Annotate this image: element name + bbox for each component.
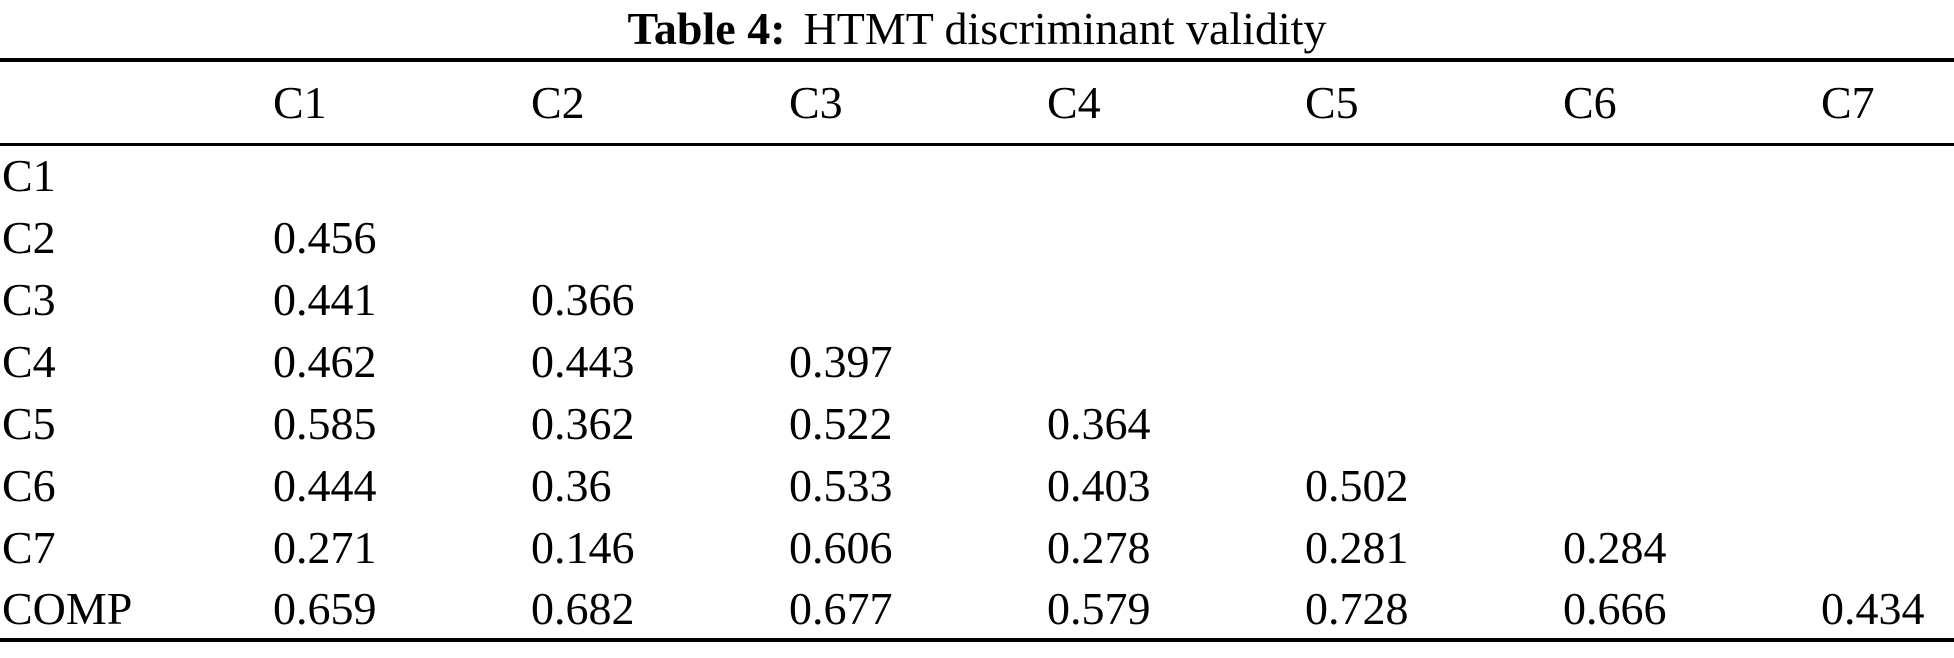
- table-cell: [531, 206, 789, 268]
- table-cell: 0.659: [273, 582, 377, 634]
- column-header-c6: C6: [1563, 60, 1821, 146]
- table-row-c5: C5 0.585 0.362 0.522 0.364: [0, 392, 1954, 454]
- table-cell: 0.366: [531, 273, 635, 325]
- table-body: C1 C2 0.456 C3 0.441 0.366 C4 0.462 0.443 0.397 C5…: [0, 144, 1954, 640]
- table-cell: 0.397: [789, 335, 893, 387]
- column-header-c2: C2: [531, 60, 789, 146]
- table-cell: 0.443: [531, 335, 635, 387]
- table-cell: [1821, 454, 1954, 516]
- table-cell: [1563, 144, 1821, 206]
- table-cell: 0.36: [531, 459, 612, 511]
- row-label: C7: [2, 521, 56, 573]
- table-row-c7: C7 0.271 0.146 0.606 0.278 0.281 0.284: [0, 516, 1954, 578]
- table-row-c6: C6 0.444 0.36 0.533 0.403 0.502: [0, 454, 1954, 516]
- table-cell: [1563, 392, 1821, 454]
- table-cell: 0.666: [1563, 582, 1667, 634]
- table-cell: [1563, 268, 1821, 330]
- table-cell: [1563, 330, 1821, 392]
- table-cell: [273, 144, 531, 206]
- table-cell: 0.403: [1047, 459, 1151, 511]
- table-cell: [789, 206, 1047, 268]
- table-cell: 0.606: [789, 521, 893, 573]
- column-header-c1: C1: [273, 60, 531, 146]
- row-label: C6: [2, 459, 56, 511]
- table-cell: 0.522: [789, 397, 893, 449]
- table-cell: 0.434: [1821, 582, 1925, 634]
- table-cell: [1047, 268, 1305, 330]
- table-cell: 0.146: [531, 521, 635, 573]
- htmt-table: C1 C2 C3 C4 C5 C6 C7 C1 C2 0.456 C3 0.441 0.366 C4 0.…: [0, 58, 1954, 642]
- caption-label: Table 4:: [627, 3, 786, 54]
- table-cell: 0.444: [273, 459, 377, 511]
- table-header-row: C1 C2 C3 C4 C5 C6 C7: [0, 60, 1954, 146]
- corner-cell: [0, 60, 273, 146]
- table-cell: [1305, 392, 1563, 454]
- row-label: C5: [2, 397, 56, 449]
- table-cell: 0.533: [789, 459, 893, 511]
- table-cell: 0.456: [273, 211, 377, 263]
- table-cell: [1305, 144, 1563, 206]
- table-cell: [789, 268, 1047, 330]
- table-cell: 0.579: [1047, 582, 1151, 634]
- table-row-c1: C1: [0, 144, 1954, 206]
- column-header-c4: C4: [1047, 60, 1305, 146]
- table-row-c2: C2 0.456: [0, 206, 1954, 268]
- table-cell: [1305, 330, 1563, 392]
- table-cell: 0.364: [1047, 397, 1151, 449]
- table-row-comp: COMP 0.659 0.682 0.677 0.579 0.728 0.666 0.434: [0, 578, 1954, 640]
- table-cell: 0.728: [1305, 582, 1409, 634]
- caption-title: HTMT discriminant validity: [803, 3, 1327, 54]
- table-cell: 0.462: [273, 335, 377, 387]
- table-cell: [1047, 206, 1305, 268]
- table-cell: [1821, 144, 1954, 206]
- table-row-c3: C3 0.441 0.366: [0, 268, 1954, 330]
- table-cell: [1821, 392, 1954, 454]
- table-cell: 0.278: [1047, 521, 1151, 573]
- column-header-c5: C5: [1305, 60, 1563, 146]
- table-cell: 0.585: [273, 397, 377, 449]
- table-row-c4: C4 0.462 0.443 0.397: [0, 330, 1954, 392]
- table-cell: 0.441: [273, 273, 377, 325]
- table-cell: 0.677: [789, 582, 893, 634]
- row-label: C4: [2, 335, 56, 387]
- table-cell: [789, 144, 1047, 206]
- table-cell: 0.284: [1563, 521, 1667, 573]
- table-header: C1 C2 C3 C4 C5 C6 C7: [0, 60, 1954, 146]
- table-cell: 0.362: [531, 397, 635, 449]
- table-cell: [1563, 206, 1821, 268]
- row-label: C1: [2, 150, 56, 202]
- table-cell: 0.502: [1305, 459, 1409, 511]
- row-label: C3: [2, 273, 56, 325]
- table-cell: 0.281: [1305, 521, 1409, 573]
- table-cell: [1821, 268, 1954, 330]
- table-cell: [1305, 206, 1563, 268]
- table-cell: [1305, 268, 1563, 330]
- table-cell: [531, 144, 789, 206]
- table-cell: [1047, 144, 1305, 206]
- row-label: C2: [2, 211, 56, 263]
- column-header-c3: C3: [789, 60, 1047, 146]
- table-cell: [1563, 454, 1821, 516]
- table-caption: Table 4: HTMT discriminant validity: [0, 0, 1954, 58]
- column-header-c7: C7: [1821, 60, 1954, 146]
- table-cell: 0.271: [273, 521, 377, 573]
- table-cell: [1047, 330, 1305, 392]
- table-cell: [1821, 516, 1954, 578]
- table-cell: 0.682: [531, 582, 635, 634]
- row-label: COMP: [2, 582, 133, 634]
- table-cell: [1821, 330, 1954, 392]
- table-cell: [1821, 206, 1954, 268]
